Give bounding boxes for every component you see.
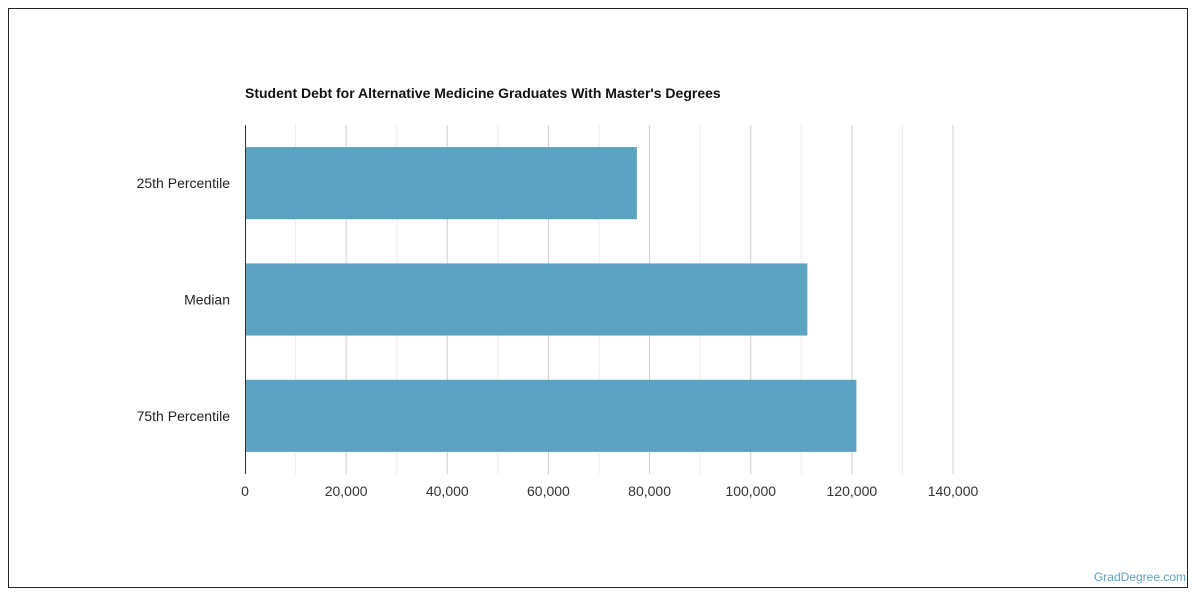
- x-tick-label: 140,000: [928, 483, 979, 499]
- watermark-text: GradDegree.com: [1093, 570, 1186, 584]
- x-tick-label: 40,000: [426, 483, 469, 499]
- category-label: 75th Percentile: [137, 408, 231, 424]
- x-tick-label: 100,000: [725, 483, 776, 499]
- category-label: 25th Percentile: [137, 175, 231, 191]
- bars: [245, 147, 857, 452]
- labels: 25th Percentile Median 75th Percentile 0 20,…: [137, 175, 979, 499]
- category-label: Median: [184, 292, 230, 308]
- x-tick-label: 120,000: [827, 483, 878, 499]
- bar-2: [245, 263, 808, 336]
- x-tick-label: 0: [241, 483, 249, 499]
- x-tick-label: 60,000: [527, 483, 570, 499]
- x-tick-label: 80,000: [628, 483, 671, 499]
- bar-1: [245, 147, 637, 220]
- bar-3: [245, 379, 857, 452]
- chart-title: Student Debt for Alternative Medicine Gr…: [245, 85, 721, 101]
- x-tick-label: 20,000: [325, 483, 368, 499]
